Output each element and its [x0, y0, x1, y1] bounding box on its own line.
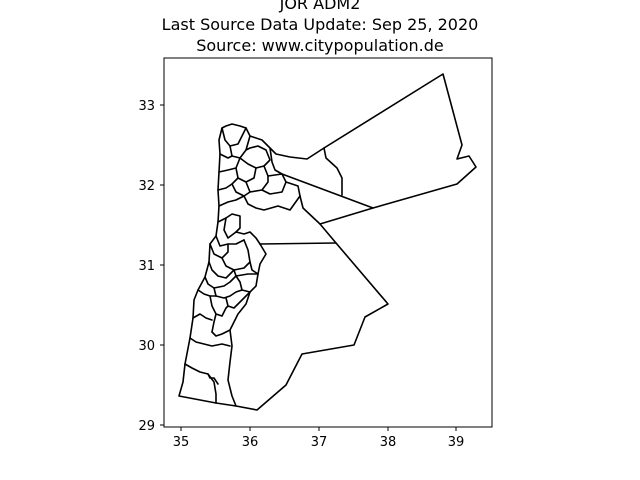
district-boundary — [233, 269, 259, 277]
district-boundary — [323, 147, 343, 196]
district-boundary — [221, 127, 247, 147]
district-boundary — [239, 145, 271, 169]
district-boundary — [211, 291, 251, 337]
district-boundary — [281, 173, 301, 197]
y-tick-label: 33 — [138, 99, 155, 114]
map-title: JOR ADM2 Last Source Data Update: Sep 25… — [0, 0, 640, 56]
x-tick-label: 38 — [380, 435, 397, 450]
y-tick-label: 31 — [138, 259, 155, 274]
district-boundary — [269, 147, 283, 175]
district-boundary — [235, 273, 259, 293]
district-boundary — [231, 183, 251, 197]
district-boundary — [281, 173, 374, 209]
y-tick-label: 29 — [138, 419, 155, 434]
x-tick-label: 39 — [448, 435, 465, 450]
y-tick-label: 32 — [138, 179, 155, 194]
district-boundary — [218, 195, 245, 207]
district-boundary — [217, 177, 239, 191]
district-boundary — [299, 195, 321, 225]
x-tick-label: 35 — [173, 435, 190, 450]
district-boundary — [218, 157, 241, 173]
title-line-3: Source: www.citypopulation.de — [196, 36, 444, 55]
district-boundary — [223, 217, 237, 239]
title-line-2: Last Source Data Update: Sep 25, 2020 — [161, 15, 479, 34]
map-boundaries — [178, 73, 477, 411]
district-boundary — [235, 231, 261, 245]
country-outline — [178, 73, 477, 411]
district-boundary — [189, 337, 231, 347]
district-boundary — [208, 261, 235, 279]
district-boundary — [197, 289, 217, 297]
district-boundary — [192, 313, 213, 321]
district-boundary — [219, 153, 233, 159]
district-boundary — [217, 213, 241, 233]
district-boundary — [261, 181, 287, 195]
x-tick-label: 36 — [242, 435, 259, 450]
district-boundary — [215, 305, 229, 317]
district-boundary — [259, 242, 337, 245]
x-axis: 35 36 37 38 39 — [173, 427, 465, 450]
district-boundary — [204, 275, 237, 289]
x-tick-label: 37 — [311, 435, 328, 450]
district-boundary — [243, 195, 301, 211]
district-boundary — [227, 329, 237, 407]
y-axis: 29 30 31 32 33 — [138, 99, 164, 434]
district-boundary — [225, 291, 251, 309]
y-tick-label: 30 — [138, 339, 155, 354]
district-boundary — [213, 287, 243, 299]
district-boundary — [207, 373, 219, 385]
district-boundary — [243, 239, 267, 275]
title-line-1: JOR ADM2 — [279, 0, 361, 13]
